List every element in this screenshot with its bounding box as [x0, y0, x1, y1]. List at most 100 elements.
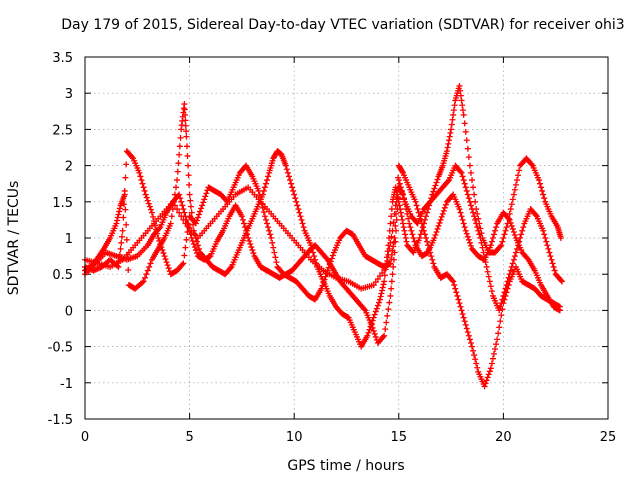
data-point	[184, 152, 191, 159]
data-point	[543, 238, 550, 245]
data-point	[248, 244, 255, 251]
data-point	[268, 235, 275, 241]
data-point	[539, 187, 546, 194]
data-point	[507, 219, 514, 226]
data-point	[478, 239, 485, 246]
data-point	[535, 177, 542, 184]
data-point	[449, 277, 456, 284]
data-point	[457, 303, 464, 310]
data-point	[393, 216, 400, 223]
data-point	[516, 238, 523, 245]
data-point	[266, 227, 273, 234]
data-point	[422, 235, 429, 241]
data-point	[469, 177, 476, 184]
data-point	[451, 282, 458, 289]
data-point	[319, 282, 326, 289]
y-tick-label: 0.5	[52, 268, 73, 283]
data-point	[197, 208, 204, 215]
data-point	[115, 211, 122, 218]
data-point	[379, 269, 386, 276]
data-point	[469, 343, 476, 350]
data-point	[406, 220, 413, 227]
data-point	[481, 254, 488, 261]
data-point	[121, 187, 128, 194]
data-point	[198, 205, 205, 212]
data-point	[383, 319, 390, 326]
data-point	[245, 235, 252, 241]
data-point	[262, 216, 269, 223]
data-point	[515, 172, 522, 179]
data-point	[433, 179, 440, 186]
data-point	[456, 82, 463, 89]
data-point	[297, 213, 304, 220]
data-point	[136, 169, 143, 176]
data-point	[462, 227, 469, 234]
data-point	[456, 206, 463, 213]
data-point	[183, 128, 190, 135]
data-point	[321, 276, 328, 283]
data-point	[374, 276, 381, 283]
data-point	[162, 256, 169, 263]
data-point	[318, 285, 325, 292]
data-point	[449, 116, 456, 123]
data-point	[182, 122, 189, 129]
data-point	[159, 247, 166, 254]
data-point	[262, 180, 269, 187]
data-point	[273, 259, 280, 266]
data-point	[499, 238, 506, 245]
data-point	[199, 202, 206, 209]
data-point	[188, 209, 195, 216]
data-point	[320, 279, 327, 286]
data-point	[185, 162, 192, 169]
data-point	[260, 209, 267, 216]
data-point	[506, 216, 513, 223]
data-point	[177, 195, 184, 202]
data-point	[372, 333, 379, 340]
data-point	[284, 169, 291, 176]
data-point	[246, 238, 253, 245]
data-point	[510, 228, 517, 235]
data-point	[239, 216, 246, 223]
x-tick-label: 20	[495, 430, 512, 445]
data-point	[125, 266, 132, 273]
data-point	[387, 260, 394, 267]
data-point	[459, 216, 466, 223]
data-point	[122, 174, 129, 181]
data-point	[310, 249, 317, 256]
data-point	[283, 166, 290, 173]
data-point	[182, 244, 189, 251]
data-point	[201, 196, 208, 203]
data-point	[432, 231, 439, 238]
data-point	[165, 265, 172, 272]
data-point	[146, 203, 153, 210]
data-point	[129, 154, 136, 161]
y-tick-label: -0.5	[48, 341, 73, 356]
data-point	[470, 347, 477, 354]
data-point	[502, 285, 509, 292]
data-point	[118, 233, 125, 240]
data-point	[177, 134, 184, 141]
data-point	[141, 187, 148, 194]
data-point	[483, 263, 490, 270]
data-point	[459, 311, 466, 318]
data-point	[398, 187, 405, 194]
data-point	[378, 290, 385, 297]
data-point	[507, 267, 514, 274]
data-point	[450, 111, 457, 118]
data-point	[459, 102, 466, 109]
data-point	[194, 242, 201, 249]
data-point	[558, 278, 565, 285]
data-point	[421, 231, 428, 238]
data-point	[139, 180, 146, 187]
data-point	[167, 220, 174, 227]
data-point	[176, 151, 183, 158]
data-point	[430, 188, 437, 195]
data-point	[145, 200, 152, 207]
data-point	[189, 238, 196, 245]
data-point	[484, 374, 491, 381]
data-point	[390, 263, 397, 270]
data-point	[388, 233, 395, 240]
data-point	[161, 253, 168, 260]
data-point	[465, 236, 472, 243]
data-point	[155, 235, 162, 241]
